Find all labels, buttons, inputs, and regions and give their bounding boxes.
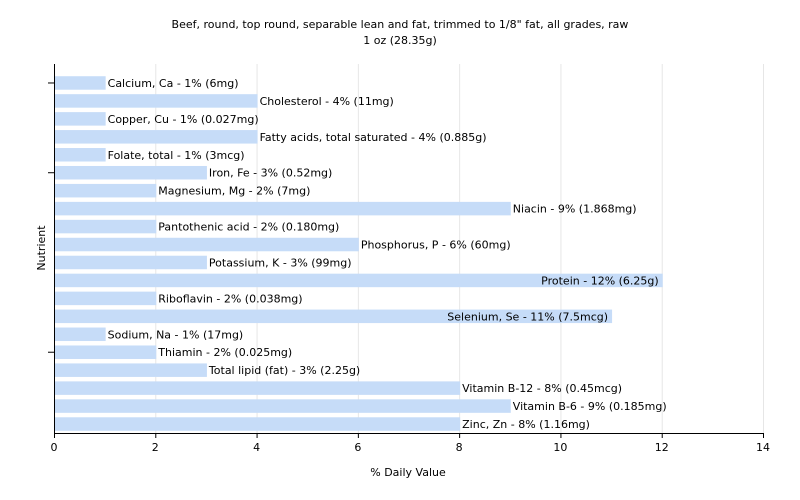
bar-label: Pantothenic acid - 2% (0.180mg)	[158, 221, 339, 234]
bar	[55, 130, 258, 144]
bar-label: Potassium, K - 3% (99mg)	[209, 256, 352, 269]
bar-label: Thiamin - 2% (0.025mg)	[157, 346, 292, 359]
bar	[55, 363, 207, 377]
bar	[55, 309, 613, 324]
x-tick-label: 14	[756, 441, 770, 454]
bar-label: Zinc, Zn - 8% (1.16mg)	[462, 418, 590, 431]
bar	[55, 291, 157, 306]
bar-label: Copper, Cu - 1% (0.027mg)	[108, 113, 259, 126]
bar	[55, 273, 663, 288]
bar	[55, 345, 157, 359]
bar	[55, 399, 511, 413]
bar-label: Sodium, Na - 1% (17mg)	[108, 328, 244, 341]
bar-label: Protein - 12% (6.25g)	[541, 274, 659, 287]
bar-label: Folate, total - 1% (3mcg)	[108, 149, 245, 162]
bar	[55, 201, 511, 216]
bar	[55, 237, 359, 252]
x-tick-label: 4	[253, 441, 260, 454]
bar	[55, 381, 461, 395]
bar-label: Total lipid (fat) - 3% (2.25g)	[208, 364, 360, 377]
x-tick-label: 10	[553, 441, 567, 454]
bar	[55, 327, 106, 342]
y-axis-label: Nutrient	[35, 225, 48, 271]
bar-label: Phosphorus, P - 6% (60mg)	[361, 239, 511, 252]
bar	[55, 112, 106, 126]
x-tick-label: 12	[655, 441, 669, 454]
bar-label: Selenium, Se - 11% (7.5mcg)	[447, 310, 608, 323]
bar-label: Fatty acids, total saturated - 4% (0.885…	[260, 131, 487, 144]
x-tick-label: 2	[152, 441, 159, 454]
x-tick-label: 0	[51, 441, 58, 454]
bar-label: Niacin - 9% (1.868mg)	[513, 203, 637, 216]
x-tick-label: 8	[456, 441, 463, 454]
bar-label: Vitamin B-12 - 8% (0.45mcg)	[462, 382, 622, 395]
x-axis-label: % Daily Value	[370, 466, 446, 479]
bar-label: Vitamin B-6 - 9% (0.185mg)	[513, 400, 667, 413]
bars-group: Calcium, Ca - 1% (6mg) Cholesterol - 4% (…	[55, 76, 667, 431]
x-tick-label: 6	[354, 441, 361, 454]
bar	[55, 94, 258, 108]
bar	[55, 417, 461, 431]
bar	[55, 183, 157, 198]
bar-label: Calcium, Ca - 1% (6mg)	[108, 77, 239, 90]
bar	[55, 219, 157, 234]
chart-subtitle: 1 oz (28.35g)	[363, 34, 437, 47]
bar-label: Iron, Fe - 3% (0.52mg)	[209, 167, 332, 180]
bar-label: Riboflavin - 2% (0.038mg)	[158, 292, 302, 305]
chart-title: Beef, round, top round, separable lean a…	[172, 18, 629, 31]
bar-label: Magnesium, Mg - 2% (7mg)	[158, 185, 310, 198]
axes-group: 0 2 4 6 8 10 12 14	[48, 64, 770, 454]
bar	[55, 76, 106, 90]
bar	[55, 165, 207, 180]
bar	[55, 255, 207, 270]
bar-label: Cholesterol - 4% (11mg)	[260, 95, 394, 108]
bar	[55, 148, 106, 162]
